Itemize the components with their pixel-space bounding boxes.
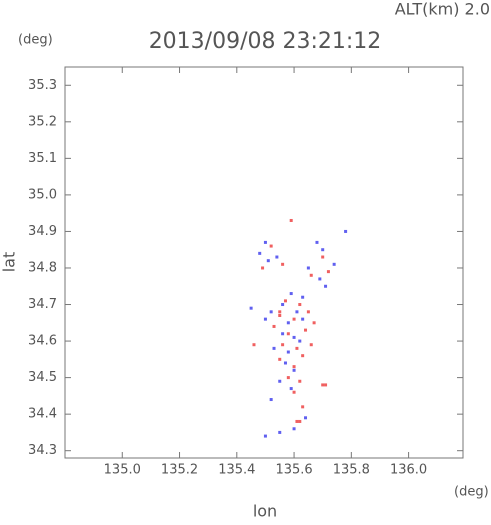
radar-point [258, 251, 262, 255]
y-tick-label: 35.3 [28, 78, 57, 93]
radar-point [269, 398, 273, 402]
radar-point [298, 303, 302, 307]
radar-point [298, 419, 302, 423]
radar-point [301, 317, 305, 321]
radar-point [292, 335, 296, 339]
x-unit: (deg) [454, 485, 489, 500]
radar-point [301, 405, 305, 409]
radar-point [321, 383, 325, 387]
radar-point [278, 357, 282, 361]
radar-point [304, 416, 308, 420]
y-tick-label: 34.4 [28, 407, 57, 422]
radar-point [289, 218, 293, 222]
radar-point [286, 332, 290, 336]
radar-point [301, 354, 305, 358]
radar-point [269, 310, 273, 314]
radar-point [324, 284, 328, 288]
radar-point [281, 303, 285, 307]
radar-point [263, 317, 267, 321]
y-tick-label: 34.6 [28, 334, 57, 349]
radar-point [309, 273, 313, 277]
x-tick-label: 136.0 [390, 463, 427, 478]
radar-point [324, 383, 328, 387]
radar-point [306, 310, 310, 314]
radar-point [272, 324, 276, 328]
y-tick-label: 35.2 [28, 114, 57, 129]
y-tick-label: 34.5 [28, 370, 57, 385]
radar-point [309, 343, 313, 347]
y-tick-label: 34.8 [28, 260, 57, 275]
y-tick-label: 34.7 [28, 297, 57, 312]
radar-point [281, 343, 285, 347]
radar-point [304, 328, 308, 332]
radar-point [278, 313, 282, 317]
radar-point [278, 310, 282, 314]
x-tick-label: 135.6 [275, 463, 312, 478]
radar-point [321, 255, 325, 259]
radar-point [286, 321, 290, 325]
radar-point [278, 379, 282, 383]
radar-point [295, 346, 299, 350]
y-tick-label: 35.0 [28, 187, 57, 202]
radar-point [269, 244, 273, 248]
radar-point [295, 310, 299, 314]
radar-point [292, 317, 296, 321]
x-tick-label: 135.4 [218, 463, 255, 478]
radar-point [292, 365, 296, 369]
radar-point [332, 262, 336, 266]
x-axis-label: lon [253, 502, 277, 521]
radar-point [283, 361, 287, 365]
radar-point [283, 299, 287, 303]
radar-point [275, 255, 279, 259]
x-tick-label: 135.8 [333, 463, 370, 478]
radar-point [344, 229, 348, 233]
radar-point [249, 306, 253, 310]
radar-point [272, 346, 276, 350]
y-axis-label: lat [0, 252, 19, 273]
radar-point [263, 434, 267, 438]
radar-point [298, 379, 302, 383]
y-unit: (deg) [18, 33, 53, 48]
altitude-label: ALT(km) 2.0 [395, 0, 490, 19]
y-tick-label: 34.9 [28, 224, 57, 239]
radar-point [266, 259, 270, 263]
radar-point [298, 339, 302, 343]
radar-point [301, 295, 305, 299]
radar-point [289, 387, 293, 391]
chart-title: 2013/09/08 23:21:12 [149, 29, 382, 54]
radar-point [263, 240, 267, 244]
radar-point [278, 430, 282, 434]
radar-point [312, 321, 316, 325]
radar-point [292, 427, 296, 431]
radar-point [252, 343, 256, 347]
x-tick-label: 135.2 [161, 463, 198, 478]
y-tick-label: 34.3 [28, 443, 57, 458]
x-tick-label: 135.0 [104, 463, 141, 478]
radar-point [289, 292, 293, 296]
radar-point [292, 368, 296, 372]
plot-frame [64, 66, 464, 459]
radar-point [281, 262, 285, 266]
radar-point [306, 266, 310, 270]
radar-point [321, 248, 325, 252]
radar-point [315, 240, 319, 244]
radar-point [318, 277, 322, 281]
radar-point [281, 332, 285, 336]
radar-point [261, 266, 265, 270]
radar-point [295, 419, 299, 423]
radar-point [292, 390, 296, 394]
radar-point [326, 270, 330, 274]
radar-point [286, 376, 290, 380]
radar-point [286, 350, 290, 354]
y-tick-label: 35.1 [28, 151, 57, 166]
